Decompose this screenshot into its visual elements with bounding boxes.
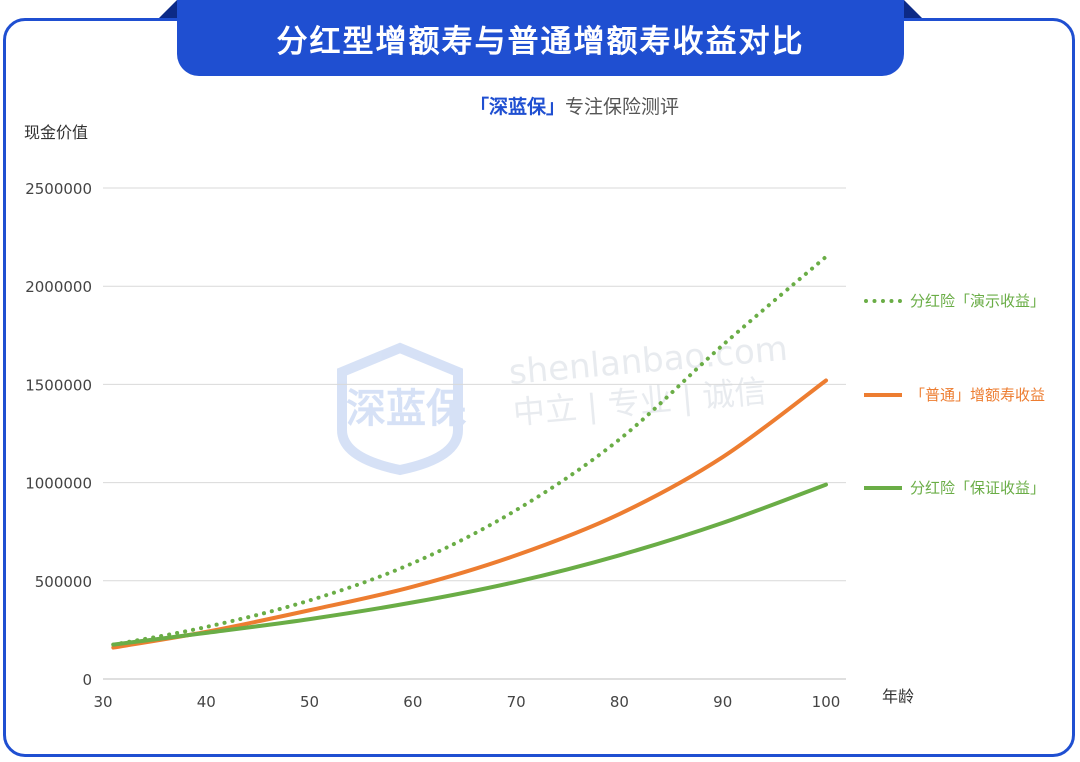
legend-item-guaranteed: 分红险「保证收益」: [864, 477, 1074, 498]
legend-label-demo: 分红险「演示收益」: [910, 292, 1046, 310]
subtitle-text: 专注保险测评: [565, 96, 680, 118]
x-tick-label: 60: [403, 693, 422, 711]
subtitle: 「深蓝保」专注保险测评: [470, 92, 679, 119]
x-tick-label: 100: [812, 693, 841, 711]
y-tick-labels: 0 500000 1000000 1500000 2000000 2500000: [25, 180, 92, 689]
x-tick-label: 80: [610, 693, 629, 711]
legend-label-ordinary: 「普通」增额寿收益: [910, 386, 1046, 404]
legend-label-guaranteed: 分红险「保证收益」: [910, 479, 1046, 497]
chart-frame: [3, 18, 1075, 757]
y-tick-label: 1500000: [25, 376, 92, 394]
series-line-guaranteed: [111, 482, 828, 647]
watermark: 深蓝保 shenlanbao.com 中立 | 专业 | 诚信: [337, 329, 789, 476]
watermark-shield-icon: [337, 342, 463, 476]
legend-item-demo: 分红险「演示收益」: [864, 290, 1074, 311]
x-tick-label: 40: [197, 693, 216, 711]
x-tick-label: 50: [300, 693, 319, 711]
x-axis-label: 年龄: [882, 687, 914, 706]
legend-item-ordinary: 「普通」增额寿收益: [864, 384, 1074, 405]
y-tick-label: 2500000: [25, 180, 92, 198]
legend-swatch-ordinary: [864, 392, 902, 397]
x-tick-labels: 30 40 50 60 70 80 90 100: [93, 693, 840, 711]
series-lines: [111, 254, 828, 650]
legend-swatch-demo: [864, 298, 902, 303]
chart-title: 分红型增额寿与普通增额寿收益对比: [177, 0, 904, 76]
series-line-ordinary: [111, 378, 828, 650]
y-tick-label: 0: [82, 671, 92, 689]
x-tick-label: 90: [713, 693, 732, 711]
legend-swatch-guaranteed: [864, 485, 902, 490]
y-tick-label: 1000000: [25, 475, 92, 493]
y-tick-label: 500000: [35, 573, 92, 591]
y-tick-label: 2000000: [25, 278, 92, 296]
series-line-demo: [111, 254, 828, 647]
y-axis-label: 现金价值: [24, 123, 88, 142]
subtitle-brand: 「深蓝保」: [470, 96, 566, 118]
x-tick-label: 70: [507, 693, 526, 711]
x-tick-label: 30: [93, 693, 112, 711]
watermark-logo-text: 深蓝保: [346, 386, 467, 432]
grid-lines: [103, 187, 846, 680]
